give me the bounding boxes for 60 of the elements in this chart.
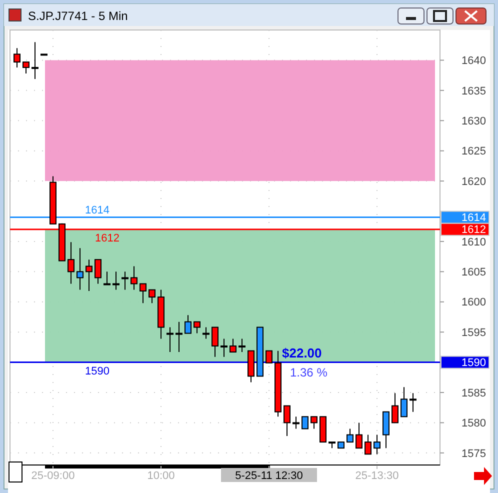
ref-line-label: 1590 (85, 365, 110, 378)
y-tick-label: 1640 (462, 55, 486, 68)
candlestick (220, 338, 228, 358)
candlestick (266, 350, 272, 364)
candlestick (166, 326, 174, 353)
candlestick (292, 416, 300, 430)
annotation: $22.00 (282, 345, 322, 360)
candlestick (346, 428, 354, 443)
candlestick (22, 62, 30, 74)
candlestick (122, 271, 128, 290)
ref-line-label: 1612 (95, 232, 120, 244)
candlestick (76, 248, 84, 290)
x-tick-label: 5-25-11 12:30 (235, 470, 303, 482)
candlestick (410, 392, 416, 412)
y-tick-label: 1590 (462, 357, 486, 370)
candlestick (302, 416, 308, 430)
candlestick (130, 266, 138, 290)
y-tick-label: 1635 (462, 85, 486, 98)
candlestick (202, 326, 210, 340)
candlestick (184, 314, 192, 334)
candlestick (392, 392, 398, 424)
candlestick (310, 416, 318, 430)
x-tick-label: 25-09:00 (31, 470, 75, 482)
candlestick (104, 271, 110, 286)
candlestick (212, 326, 218, 358)
text: 1614 (462, 212, 486, 224)
y-tick-label: 1575 (462, 448, 486, 460)
ref-line-label: 1614 (85, 204, 110, 216)
y-tick-label: 1605 (462, 266, 486, 279)
text: 1612 (462, 224, 486, 236)
candlestick (356, 422, 362, 449)
candlestick (230, 338, 236, 353)
x-tick-label: 10:00 (147, 470, 175, 482)
x-tick-label: 25-13:30 (355, 470, 399, 482)
candlestick (86, 259, 92, 292)
candlestick (140, 283, 146, 304)
candlestick (68, 242, 74, 284)
y-tick-label: 1600 (462, 296, 486, 309)
candlestick (374, 434, 380, 455)
candlestick (284, 405, 290, 436)
y-tick-label: 1630 (462, 115, 486, 128)
candlestick (14, 48, 20, 68)
candlestick (148, 289, 156, 304)
y-tick-label: 1595 (462, 326, 486, 339)
candlestick (112, 271, 120, 290)
candlestick (32, 42, 38, 80)
candlestick (382, 411, 390, 449)
y-tick-label: 1580 (462, 418, 486, 430)
candlestick (364, 434, 372, 455)
y-tick-label: 1585 (462, 387, 486, 400)
candlestick (238, 338, 246, 353)
y-tick-label: 1625 (462, 146, 486, 158)
candlestick (94, 259, 102, 284)
candlestick (194, 321, 200, 334)
candlestick (176, 321, 182, 353)
chart-title: S.JP.J7741 - 5 Min (28, 9, 128, 23)
annotation: 1.36 % (290, 365, 328, 380)
candlestick (400, 386, 408, 418)
y-tick-label: 1610 (462, 236, 486, 248)
y-tick-label: 1620 (462, 176, 486, 188)
